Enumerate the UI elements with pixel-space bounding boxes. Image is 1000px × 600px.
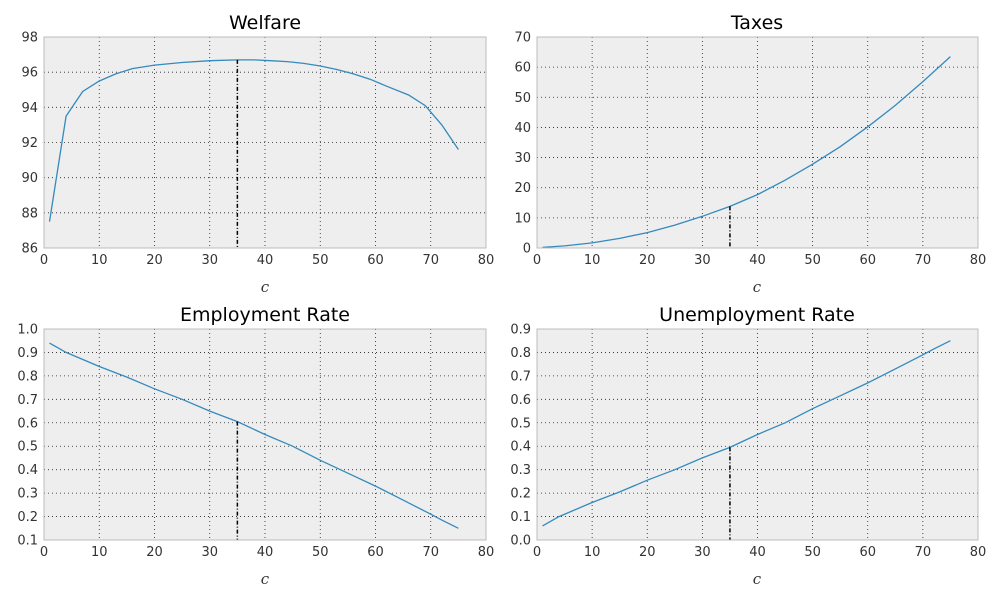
y-tick-label: 0.5 <box>17 440 38 455</box>
x-tick-label: 50 <box>312 545 329 560</box>
y-tick-label: 0.9 <box>17 346 38 361</box>
x-tick-label: 40 <box>257 253 274 268</box>
y-tick-label: 50 <box>514 91 531 106</box>
x-tick-label: 80 <box>970 545 987 560</box>
x-tick-label: 0 <box>40 253 48 268</box>
x-tick-label: 50 <box>804 545 821 560</box>
plot-area: 0 10 20 30 40 50 60 70 80 0.1 0.2 0.3 0.4 0.5 0.6 0.7 0.… <box>17 323 494 561</box>
x-tick-label: 70 <box>915 545 932 560</box>
x-tick-label: 20 <box>639 545 656 560</box>
y-tick-label: 98 <box>21 31 38 46</box>
y-tick-label: 86 <box>21 242 38 257</box>
x-tick-label: 20 <box>146 545 163 560</box>
series-line <box>49 342 459 529</box>
x-tick-label: 30 <box>201 545 218 560</box>
x-tick-label: 50 <box>312 253 329 268</box>
y-tick-label: 94 <box>21 101 38 116</box>
series-line <box>542 56 951 249</box>
series-line <box>542 340 951 527</box>
employment-rate-x-axis-label: c <box>261 570 270 588</box>
x-tick-label: 10 <box>584 545 601 560</box>
y-tick-label: 0.2 <box>510 487 531 502</box>
x-tick-label: 60 <box>859 253 876 268</box>
y-tick-label: 40 <box>514 121 531 136</box>
x-tick-label: 50 <box>804 253 821 268</box>
x-tick-label: 0 <box>533 545 541 560</box>
employment-rate-title: Employment Rate <box>180 304 350 326</box>
x-tick-label: 10 <box>91 253 108 268</box>
x-tick-label: 40 <box>257 545 274 560</box>
plot-background <box>537 37 978 248</box>
y-tick-label: 0.5 <box>510 416 531 431</box>
employment-rate-panel: 0 10 20 30 40 50 60 70 80 0.1 0.2 0.3 0.4 0.5 0.6 0.7 0.… <box>17 304 494 588</box>
y-tick-label: 0.4 <box>510 440 531 455</box>
y-tick-label: 60 <box>514 61 531 76</box>
x-tick-label: 80 <box>478 545 495 560</box>
x-tick-label: 40 <box>749 545 766 560</box>
y-tick-label: 30 <box>514 151 531 166</box>
x-tick-label: 60 <box>367 545 384 560</box>
y-tick-label: 0.3 <box>17 487 38 502</box>
x-tick-label: 60 <box>859 545 876 560</box>
plot-frame <box>43 328 487 541</box>
x-tick-label: 30 <box>694 253 711 268</box>
plot-frame <box>43 36 487 249</box>
y-tick-label: 0.2 <box>17 510 38 525</box>
welfare-x-axis-label: c <box>261 278 270 296</box>
x-tick-label: 30 <box>201 253 218 268</box>
unemployment-rate-panel: 0 10 20 30 40 50 60 70 80 0.0 0.1 0.2 0.3 0.4 0.5 0.6 0.… <box>510 304 986 588</box>
plot-frame <box>536 36 979 249</box>
y-tick-label: 0 <box>523 242 531 257</box>
welfare-title: Welfare <box>229 12 301 34</box>
x-tick-label: 0 <box>533 253 541 268</box>
y-tick-label: 0.7 <box>510 369 531 384</box>
taxes-title: Taxes <box>730 12 783 34</box>
x-tick-label: 40 <box>749 253 766 268</box>
x-tick-label: 10 <box>584 253 601 268</box>
y-tick-label: 92 <box>21 136 38 151</box>
y-tick-label: 0.6 <box>510 393 531 408</box>
taxes-x-axis-label: c <box>753 278 762 296</box>
x-tick-label: 80 <box>478 253 495 268</box>
plot-frame <box>536 328 979 541</box>
plot-area: 0 10 20 30 40 50 60 70 80 86 88 90 92 94 96 98 <box>21 31 494 269</box>
unemployment-rate-title: Unemployment Rate <box>659 304 855 326</box>
x-tick-label: 20 <box>639 253 656 268</box>
y-tick-label: 0.3 <box>510 463 531 478</box>
y-tick-label: 0.6 <box>17 416 38 431</box>
plot-area: 0 10 20 30 40 50 60 70 80 0.0 0.1 0.2 0.3 0.4 0.5 0.6 0.… <box>510 323 986 561</box>
x-tick-label: 80 <box>970 253 987 268</box>
y-tick-label: 70 <box>514 31 531 46</box>
x-tick-label: 30 <box>694 545 711 560</box>
y-tick-label: 96 <box>21 66 38 81</box>
x-tick-label: 20 <box>146 253 163 268</box>
taxes-panel: 0 10 20 30 40 50 60 70 80 0 10 20 30 40 50 60 70 Taxes c <box>514 12 986 296</box>
y-tick-label: 90 <box>21 171 38 186</box>
y-tick-label: 0.1 <box>17 534 38 549</box>
y-tick-label: 0.4 <box>17 463 38 478</box>
x-tick-label: 70 <box>422 545 439 560</box>
x-tick-label: 70 <box>915 253 932 268</box>
plot-area: 0 10 20 30 40 50 60 70 80 0 10 20 30 40 50 60 70 <box>514 31 986 269</box>
x-tick-label: 10 <box>91 545 108 560</box>
y-tick-label: 20 <box>514 181 531 196</box>
y-tick-label: 0.7 <box>17 393 38 408</box>
y-tick-label: 0.9 <box>510 323 531 338</box>
x-tick-label: 60 <box>367 253 384 268</box>
y-tick-label: 0.0 <box>510 534 531 549</box>
x-tick-label: 70 <box>422 253 439 268</box>
x-tick-label: 0 <box>40 545 48 560</box>
y-tick-label: 0.8 <box>17 369 38 384</box>
y-tick-label: 88 <box>21 206 38 221</box>
y-tick-label: 1.0 <box>17 323 38 338</box>
series-line <box>48 59 459 222</box>
y-tick-label: 10 <box>514 211 531 226</box>
y-tick-label: 0.8 <box>510 346 531 361</box>
y-tick-label: 0.1 <box>510 510 531 525</box>
unemployment-rate-x-axis-label: c <box>753 570 762 588</box>
